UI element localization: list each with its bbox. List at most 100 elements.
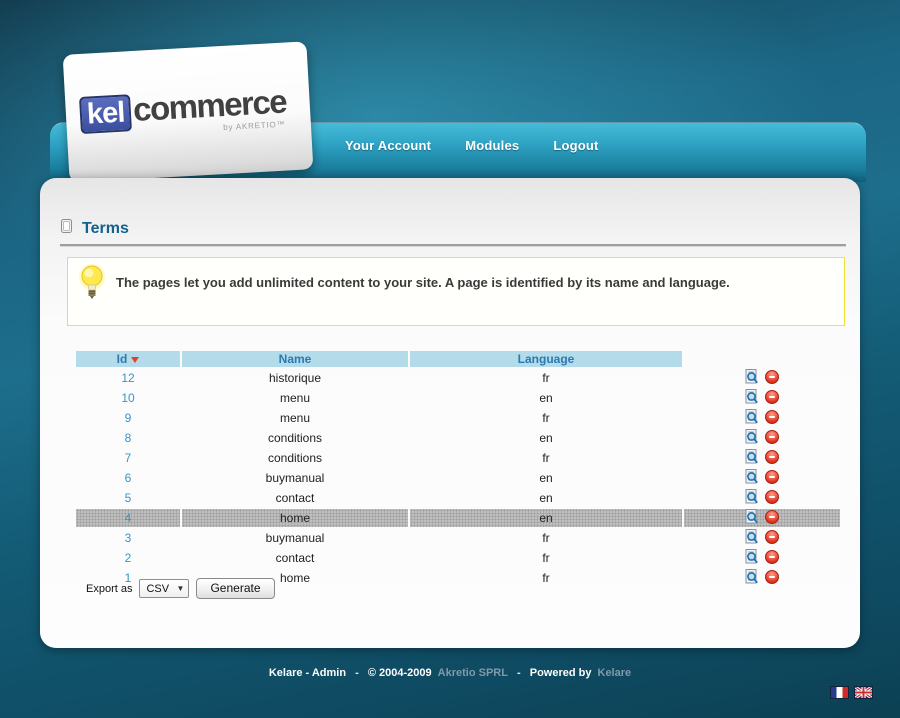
- row-language: en: [539, 471, 553, 485]
- delete-icon[interactable]: [765, 429, 779, 444]
- footer-akretio-link[interactable]: Akretio SPRL: [437, 667, 508, 679]
- table-row: 10 menu en: [76, 389, 840, 407]
- row-language: en: [539, 431, 553, 445]
- row-actions: [684, 389, 840, 407]
- logo-card[interactable]: kel commerce by AKRETIO™: [62, 41, 314, 183]
- table-row: 4 home en: [76, 509, 840, 527]
- row-actions: [684, 369, 840, 387]
- footer-kelare-link[interactable]: Kelare: [597, 667, 632, 679]
- delete-icon[interactable]: [765, 409, 779, 424]
- delete-icon[interactable]: [765, 569, 779, 584]
- export-label: Export as: [86, 582, 133, 595]
- flag-france-icon[interactable]: [830, 686, 849, 699]
- row-actions: [684, 509, 840, 527]
- row-actions: [684, 529, 840, 547]
- export-format-value: CSV: [146, 582, 170, 595]
- row-name: buymanual: [265, 471, 325, 485]
- sort-desc-icon: [131, 356, 140, 363]
- table-row: 5 contact en: [76, 489, 840, 507]
- row-id-link[interactable]: 6: [124, 471, 132, 485]
- row-name: historique: [268, 371, 322, 385]
- info-box: The pages let you add unlimited content …: [67, 257, 845, 326]
- view-details-icon[interactable]: [745, 449, 759, 464]
- title-divider: [60, 244, 846, 247]
- table-row: 8 conditions en: [76, 429, 840, 447]
- row-id-link[interactable]: 2: [124, 551, 132, 565]
- row-actions: [684, 429, 840, 447]
- column-header-name[interactable]: Name: [182, 351, 408, 367]
- row-id-link[interactable]: 8: [124, 431, 132, 445]
- row-name: menu: [279, 391, 311, 405]
- row-actions: [684, 489, 840, 507]
- row-id-link[interactable]: 5: [124, 491, 132, 505]
- row-actions: [684, 469, 840, 487]
- terms-table: Id Name Language 12 historique fr: [74, 349, 842, 589]
- row-actions: [684, 409, 840, 427]
- export-format-select[interactable]: CSV ▼: [139, 579, 190, 598]
- row-language: fr: [542, 551, 550, 565]
- row-actions: [684, 549, 840, 567]
- view-details-icon[interactable]: [745, 549, 759, 564]
- nav-logout[interactable]: Logout: [553, 138, 599, 153]
- table-body: 12 historique fr: [76, 369, 840, 587]
- view-details-icon[interactable]: [745, 569, 759, 584]
- logo-kel-box: kel: [78, 94, 133, 135]
- generate-button[interactable]: Generate: [196, 578, 275, 599]
- delete-icon[interactable]: [765, 529, 779, 544]
- view-details-icon[interactable]: [745, 489, 759, 504]
- row-name: menu: [279, 411, 311, 425]
- footer-powered-by: Powered by: [529, 667, 592, 679]
- delete-icon[interactable]: [765, 489, 779, 504]
- view-details-icon[interactable]: [745, 529, 759, 544]
- view-details-icon[interactable]: [745, 409, 759, 424]
- view-details-icon[interactable]: [745, 369, 759, 384]
- delete-icon[interactable]: [765, 509, 779, 524]
- delete-icon[interactable]: [765, 469, 779, 484]
- row-language: en: [539, 391, 553, 405]
- row-language: en: [410, 509, 682, 527]
- page-icon: [60, 218, 74, 239]
- table-row: 7 conditions fr: [76, 449, 840, 467]
- delete-icon[interactable]: [765, 369, 779, 384]
- row-name: contact: [275, 491, 315, 505]
- row-name: home: [279, 571, 311, 585]
- row-id-link[interactable]: 12: [121, 371, 135, 385]
- row-language: fr: [542, 531, 550, 545]
- column-header-language[interactable]: Language: [410, 351, 682, 367]
- chevron-down-icon: ▼: [176, 584, 185, 593]
- column-header-id[interactable]: Id: [76, 351, 180, 367]
- row-name: conditions: [267, 431, 323, 445]
- row-language: fr: [542, 571, 550, 585]
- footer-brand: Kelare - Admin: [268, 667, 347, 679]
- row-language: en: [539, 491, 553, 505]
- flag-uk-icon[interactable]: [853, 685, 874, 700]
- view-details-icon[interactable]: [745, 429, 759, 444]
- table-row: 12 historique fr: [76, 369, 840, 387]
- row-id-link[interactable]: 3: [124, 531, 132, 545]
- nav-modules[interactable]: Modules: [465, 138, 520, 153]
- delete-icon[interactable]: [765, 389, 779, 404]
- delete-icon[interactable]: [765, 549, 779, 564]
- table-header-row: Id Name Language: [76, 351, 840, 367]
- row-language: fr: [542, 371, 550, 385]
- content-panel: Terms The pages let you add unlimited co…: [40, 178, 860, 648]
- row-id-link[interactable]: 4: [76, 509, 180, 527]
- view-details-icon[interactable]: [745, 509, 759, 524]
- row-name: buymanual: [265, 531, 325, 545]
- view-details-icon[interactable]: [745, 469, 759, 484]
- export-row: Export as CSV ▼ Generate: [86, 578, 275, 599]
- row-id-link[interactable]: 7: [124, 451, 132, 465]
- page-title-row: Terms: [60, 218, 129, 239]
- delete-icon[interactable]: [765, 449, 779, 464]
- table-row: 1 home fr: [76, 569, 840, 587]
- row-id-link[interactable]: 1: [124, 571, 132, 585]
- row-name: home: [182, 509, 408, 527]
- row-id-link[interactable]: 10: [121, 391, 135, 405]
- main-nav: Your Account Modules Logout: [345, 138, 599, 153]
- footer-copyright: © 2004-2009: [367, 667, 432, 679]
- nav-your-account[interactable]: Your Account: [345, 138, 432, 153]
- row-actions: [684, 449, 840, 467]
- view-details-icon[interactable]: [745, 389, 759, 404]
- column-header-actions: [684, 351, 840, 367]
- row-id-link[interactable]: 9: [124, 411, 132, 425]
